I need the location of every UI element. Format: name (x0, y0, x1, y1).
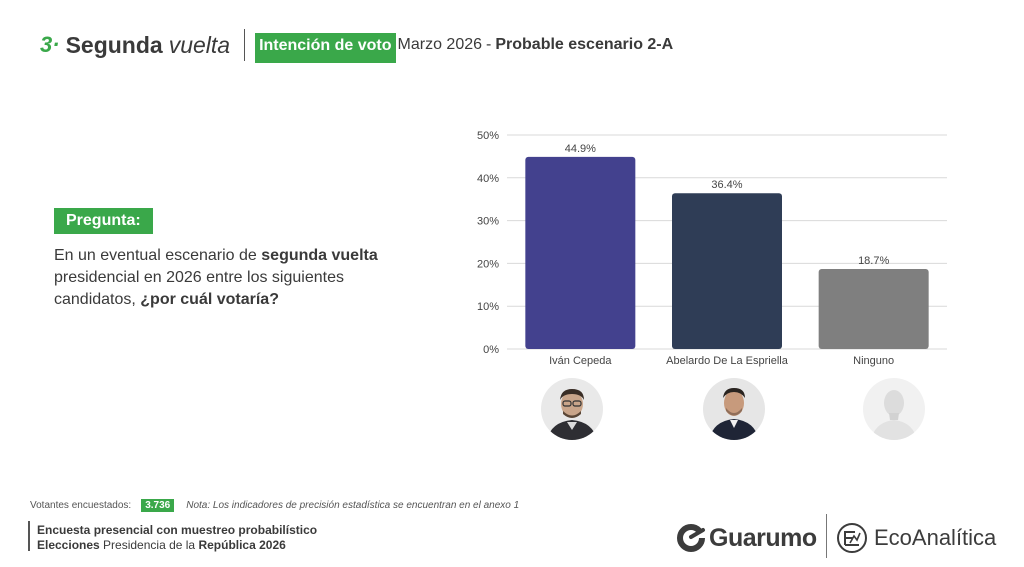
logo-divider (826, 514, 827, 558)
data-label: 36.4% (711, 179, 742, 191)
sample-info: Votantes encuestados: 3.736 Nota: Los in… (30, 499, 519, 512)
section-number: 3· (40, 32, 60, 57)
question-text-part-1: En un eventual escenario de (54, 247, 262, 264)
data-label: 18.7% (858, 255, 889, 267)
footer-survey-method: Encuesta presencial con muestreo probabi… (37, 523, 318, 537)
header-separator: - (486, 36, 492, 53)
bar (672, 193, 782, 349)
question-text-part-2: presidencial en 2026 entre los siguiente… (54, 269, 344, 308)
section-title: Segunda (65, 31, 163, 58)
bar (525, 156, 636, 349)
header-scenario: Probable escenario 2-A (495, 36, 674, 53)
header-divider (244, 29, 246, 61)
footer-election-bold-2: República 2026 (198, 538, 286, 552)
question-text-bold-1: segunda vuelta (261, 247, 378, 264)
guarumo-logo: Guarumo (676, 520, 817, 556)
y-tick-label: 10% (477, 301, 499, 313)
slide-header: 3· Segunda vuelta Intención de voto Marz… (40, 28, 674, 63)
header-date: Marzo 2026 (397, 36, 483, 53)
bar-chart-svg: 0% 10% 20% 30% 40% 50% 44.9% Iván Cepeda 36.4% Ab… (477, 130, 947, 367)
section-title-italic: vuelta (168, 31, 231, 58)
y-tick-label: 50% (477, 130, 499, 142)
precision-note: Nota: Los indicadores de precisión estad… (186, 500, 520, 511)
footer-election-bold-1: Elecciones (37, 538, 100, 552)
question-text: En un eventual escenario de segunda vuel… (54, 245, 414, 311)
question-text-bold-2: ¿por cuál votaría? (140, 291, 279, 308)
sample-label: Votantes encuestados: (30, 500, 132, 511)
guarumo-logo-text: Guarumo (709, 523, 817, 552)
person-photo-icon (541, 378, 603, 440)
y-tick-label: 40% (477, 173, 499, 185)
footer-election-text: Presidencia de la (99, 538, 199, 552)
avatar-abelardo-de-la-espriella (703, 378, 765, 440)
y-tick-label: 0% (483, 344, 499, 356)
question-label: Pregunta: (54, 208, 153, 234)
topic-badge: Intención de voto (255, 33, 396, 63)
x-tick-label: Ninguno (853, 355, 894, 367)
data-label: 44.9% (565, 143, 596, 155)
ecoanalitica-logo: EcoAnalítica (836, 520, 996, 556)
footer-election: Elecciones Presidencia de la República 2… (37, 538, 286, 552)
bar-chart: 0% 10% 20% 30% 40% 50% 44.9% Iván Cepeda 36.4% Ab… (455, 120, 955, 380)
bar (818, 268, 929, 349)
avatar-ninguno (863, 378, 925, 440)
x-tick-label: Abelardo De La Espriella (666, 355, 789, 367)
y-tick-label: 30% (477, 216, 499, 228)
ecoanalitica-logo-text: EcoAnalítica (874, 525, 997, 550)
footer-accent-bar (28, 521, 30, 551)
guarumo-logo-icon (677, 524, 705, 552)
ecoanalitica-logo-icon (837, 523, 867, 553)
sample-count-badge: 3.736 (141, 499, 175, 512)
mannequin-icon (863, 378, 925, 440)
x-tick-label: Iván Cepeda (549, 355, 612, 367)
y-tick-label: 20% (477, 258, 499, 270)
person-photo-icon (703, 378, 765, 440)
avatar-ivan-cepeda (541, 378, 603, 440)
